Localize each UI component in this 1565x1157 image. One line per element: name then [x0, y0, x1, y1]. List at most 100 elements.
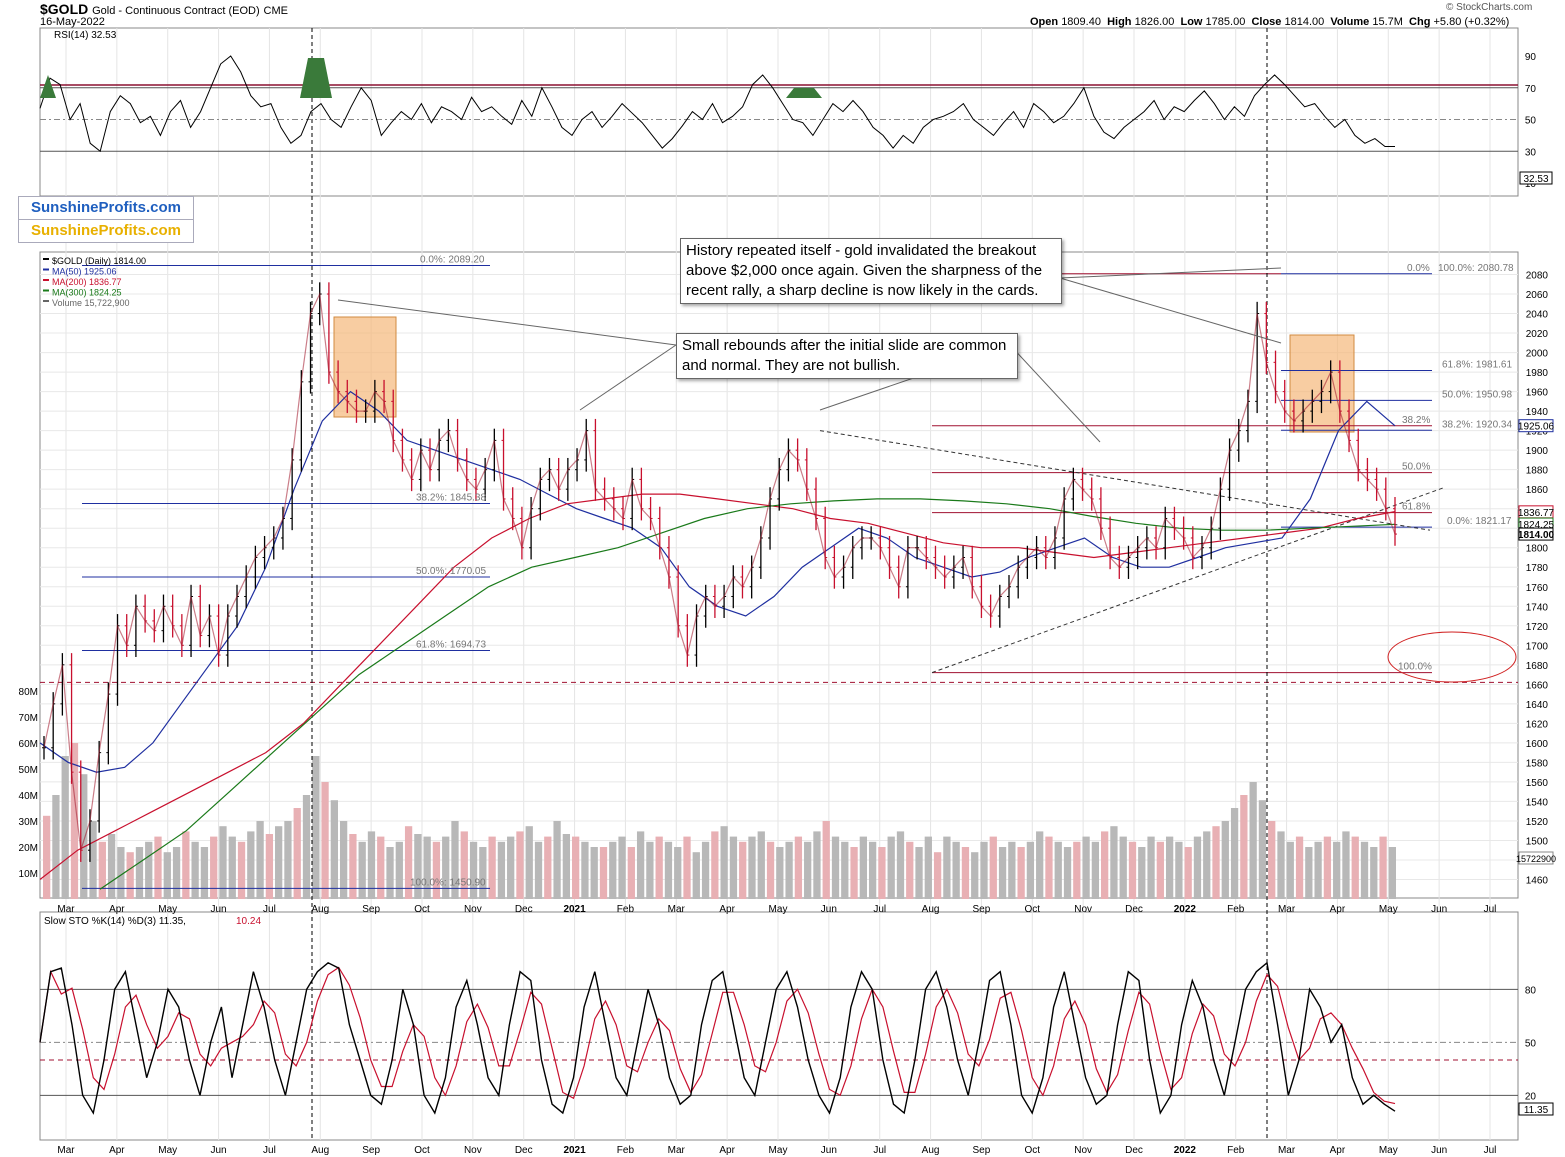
volume-bar: [581, 841, 589, 899]
annotation-pointer: [1059, 267, 1282, 279]
x-tick-label: Jul: [263, 904, 276, 915]
volume-bar: [117, 847, 125, 899]
price-tick-label: 1860: [1526, 485, 1549, 496]
volume-bar: [1026, 841, 1035, 899]
axis-labels: MarMarAprAprMayMayJunJunJulJulAugAugSepS…: [19, 52, 1549, 1156]
reference-lines: [40, 28, 1518, 1140]
price-tick-label: 1900: [1526, 446, 1549, 457]
volume-bar: [1351, 836, 1359, 899]
volume-bar: [432, 841, 441, 899]
rsi-value-label: 32.53: [1523, 174, 1548, 185]
x-tick-label: 2021: [563, 1145, 586, 1156]
volume-bar: [414, 834, 422, 899]
rsi-tick-label: 50: [1525, 116, 1537, 127]
volume-bar: [887, 836, 895, 899]
volume-bar: [562, 834, 571, 899]
volume-bar: [841, 841, 849, 899]
volume-bar: [1286, 841, 1294, 899]
fib-label-left: 50.0%: 1770.05: [416, 566, 486, 577]
volume-bar: [785, 841, 793, 899]
volume-bar: [210, 836, 218, 899]
price-series: [42, 282, 1397, 862]
volume-bar: [831, 836, 840, 899]
annotation-pointer: [579, 344, 677, 411]
volume-bar: [469, 841, 478, 899]
price-tick-label: 1640: [1526, 700, 1549, 711]
x-tick-label: 2022: [1174, 904, 1197, 915]
volume-bar: [1091, 841, 1100, 899]
volume-bar: [302, 795, 311, 899]
fib-label-right: 0.0%: 1821.17: [1447, 516, 1512, 527]
rsi-overbought-fill: [300, 58, 332, 98]
volume-bar: [507, 836, 515, 899]
chart-title: $GOLD Gold - Continuous Contract (EOD) C…: [40, 1, 288, 17]
x-tick-label: Sep: [362, 1145, 380, 1156]
volume-bar: [701, 841, 710, 899]
sto-value-tag: [1518, 1102, 1554, 1116]
x-tick-label: Mar: [1278, 904, 1296, 915]
x-tick-label: Mar: [1278, 1145, 1296, 1156]
ma200-line: [39, 493, 1396, 880]
volume-bar: [330, 800, 338, 899]
volume-bar: [349, 834, 357, 899]
fib-label-left: 38.2%: 1845.38: [416, 492, 486, 503]
volume-bar: [154, 836, 162, 899]
price-tick-label: 2060: [1526, 290, 1549, 301]
volume-bar: [488, 836, 496, 899]
panel-frame-2: [39, 911, 1519, 1141]
rsi-line: [39, 55, 1395, 153]
x-tick-label: Oct: [1025, 1145, 1041, 1156]
sto-tick-label: 80: [1525, 985, 1537, 996]
volume-bar: [1323, 836, 1332, 899]
volume-bar: [367, 831, 376, 899]
volume-bar: [145, 841, 153, 899]
x-tick-label: Oct: [414, 904, 430, 915]
price-tick-label: 1520: [1526, 817, 1549, 828]
volume-bar: [1342, 831, 1350, 899]
target-ellipse: [1387, 631, 1517, 683]
x-tick-label: Jul: [873, 1145, 886, 1156]
volume-bar: [748, 836, 756, 899]
triangle-resistance-line: [819, 430, 1431, 531]
annotation-rebounds: Small rebounds after the initial slide a…: [676, 333, 1018, 379]
volume-bar: [1165, 836, 1174, 899]
volume-bar: [284, 821, 292, 899]
price-tick-label: 1800: [1526, 544, 1549, 555]
volume-bar: [859, 836, 867, 899]
fib-label-right: 61.8%: 1981.61: [1442, 360, 1512, 371]
x-tick-label: May: [769, 904, 788, 915]
price-tag: 1836.77: [1518, 508, 1555, 519]
volume-bar: [636, 831, 645, 899]
x-tick-label: Aug: [922, 1145, 940, 1156]
volume-bar: [1082, 836, 1090, 899]
volume-bar: [107, 834, 116, 899]
price-tag-box: [1518, 419, 1554, 433]
volume-bar: [1221, 821, 1229, 899]
ma50-line: [39, 390, 1396, 773]
volume-bar: [878, 847, 886, 899]
x-tick-label: Dec: [1125, 904, 1143, 915]
price-tick-label: 2040: [1526, 310, 1549, 321]
volume-bar: [952, 841, 960, 899]
volume-bar: [1193, 836, 1202, 899]
volume-bar: [766, 841, 775, 899]
sto-tick-label: 50: [1525, 1038, 1537, 1049]
volume-bar: [516, 831, 524, 899]
volume-tick-label: 20M: [19, 843, 38, 854]
annotation-pointer: [337, 299, 677, 346]
rsi-overbought-fill: [40, 75, 56, 98]
volume-bar: [98, 841, 106, 899]
volume-bar: [1360, 841, 1369, 899]
rsi-title: RSI(14) 32.53: [54, 30, 117, 41]
x-tick-label: Dec: [515, 1145, 533, 1156]
fib-label-right: 38.2%: 1920.34: [1442, 419, 1512, 430]
price-tick-label: 1540: [1526, 797, 1549, 808]
fib-label-right: 100.0%: 2080.78: [1438, 263, 1514, 274]
volume-bar: [1370, 847, 1378, 899]
x-tick-label: May: [1379, 1145, 1398, 1156]
volume-bar: [135, 847, 144, 899]
volume-bar: [618, 836, 626, 899]
volume-bar: [312, 756, 320, 899]
volume-bar: [163, 852, 171, 899]
volume-bar: [1277, 831, 1285, 899]
